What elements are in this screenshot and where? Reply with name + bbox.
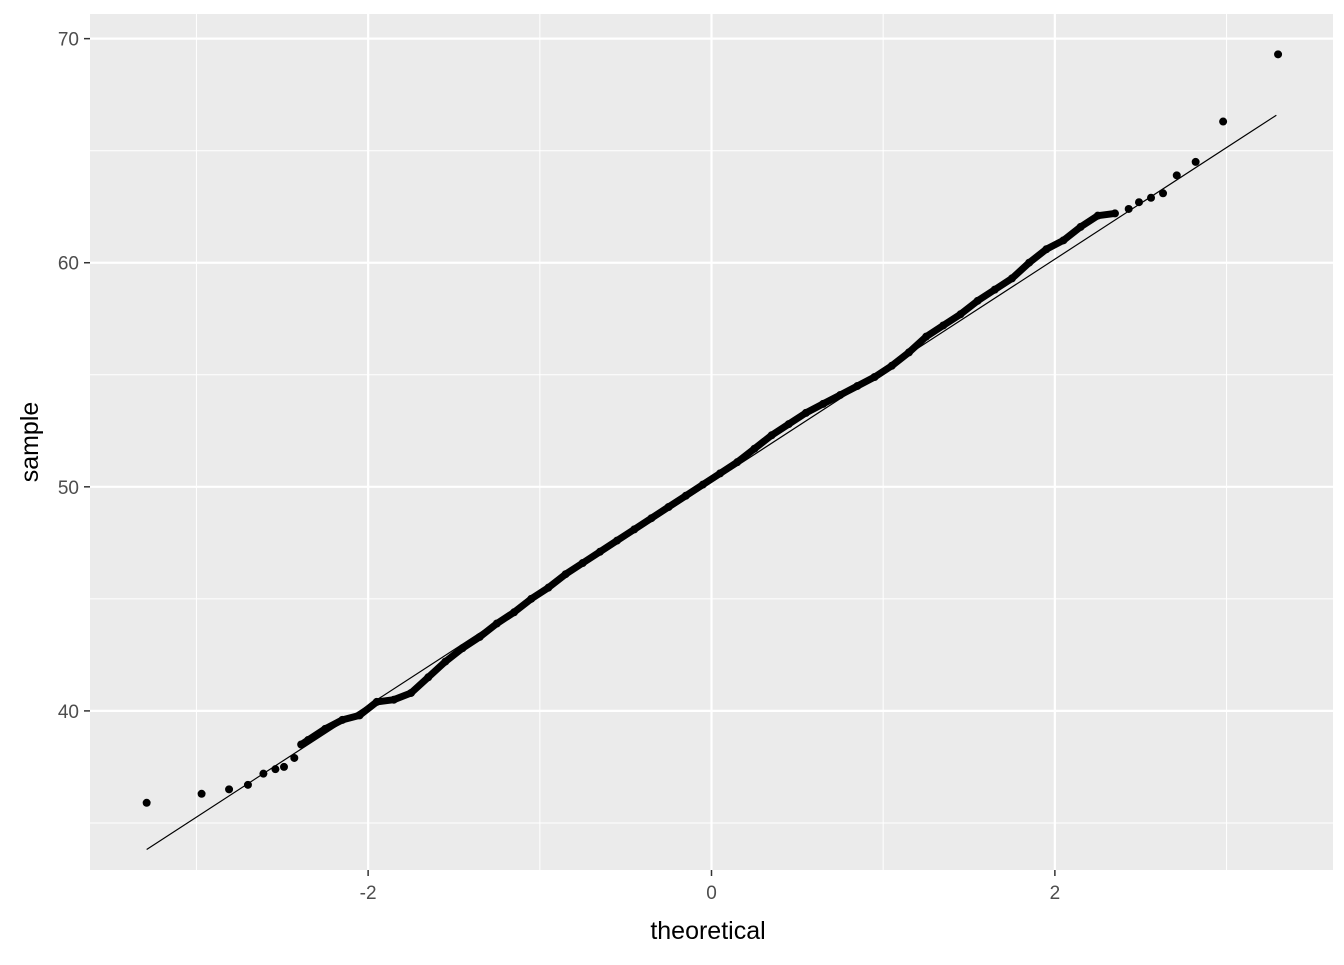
y-tick-label: 40 (58, 702, 79, 723)
data-point (1124, 204, 1133, 213)
data-point (922, 332, 931, 341)
data-point (510, 608, 519, 617)
data-point (1110, 209, 1119, 218)
data-point (836, 390, 845, 399)
data-point (1219, 117, 1228, 126)
data-point (304, 736, 313, 745)
data-point (801, 408, 810, 417)
data-point (297, 740, 306, 749)
data-point (492, 619, 501, 628)
data-point (939, 321, 948, 330)
axis-ticks: -2 0 2 40 50 60 70 (58, 30, 1060, 904)
data-point (1191, 157, 1200, 166)
data-point (1025, 258, 1034, 267)
data-point (355, 711, 364, 720)
data-point (973, 296, 982, 305)
x-tick-label: 2 (1050, 883, 1061, 904)
data-point (1093, 211, 1102, 220)
data-point (1007, 274, 1016, 283)
data-point (197, 789, 206, 798)
data-point (389, 695, 398, 704)
x-tick-label: -2 (360, 883, 377, 904)
data-point (990, 285, 999, 294)
data-point (1059, 236, 1068, 245)
data-point (1042, 245, 1051, 254)
x-tick-label: 0 (706, 883, 717, 904)
data-point (338, 715, 347, 724)
data-point (142, 798, 151, 807)
data-point (1274, 50, 1283, 59)
data-point (1159, 189, 1168, 198)
points (142, 50, 1283, 807)
y-tick-label: 70 (58, 30, 79, 51)
data-point (853, 381, 862, 390)
data-point (441, 657, 450, 666)
data-point (1172, 171, 1181, 180)
data-point (407, 688, 416, 697)
y-tick-label: 60 (58, 254, 79, 275)
data-point (372, 697, 381, 706)
data-point (1076, 222, 1085, 231)
data-point (424, 673, 433, 682)
gridlines (90, 14, 1333, 870)
data-point (280, 762, 289, 771)
data-point (767, 431, 776, 440)
y-tick-label: 50 (58, 478, 79, 499)
data-point (956, 310, 965, 319)
data-point (225, 785, 234, 794)
data-point (750, 444, 759, 453)
y-axis-title: sample (16, 402, 44, 483)
data-point (904, 348, 913, 357)
data-point (819, 399, 828, 408)
data-point (784, 420, 793, 429)
data-point (321, 724, 330, 733)
data-point (290, 753, 299, 762)
data-point (1134, 198, 1143, 207)
x-axis-title: theoretical (650, 917, 765, 945)
reference-line (146, 114, 1277, 850)
